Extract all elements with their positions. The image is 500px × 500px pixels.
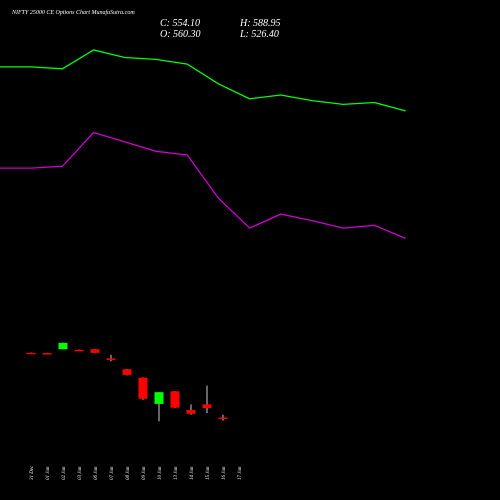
candle [58, 342, 68, 350]
x-tick-label: 08 Jan [126, 466, 131, 480]
candle-body [122, 369, 132, 375]
candle-body [74, 349, 84, 352]
candle [218, 414, 228, 421]
x-tick-label: 13 Jan [174, 466, 179, 480]
x-tick-label: 31 Dec [30, 465, 35, 480]
low-value: L: 526.40 [239, 29, 279, 40]
x-tick-label: 01 Jan [46, 466, 51, 480]
candle-body [186, 410, 196, 414]
x-tick-label: 02 Jan [62, 466, 67, 480]
candle [138, 377, 148, 400]
candle [170, 391, 180, 409]
x-tick-label: 07 Jan [110, 466, 115, 480]
candle [202, 385, 212, 413]
indicator-line-1 [0, 49, 406, 112]
candle [26, 352, 36, 355]
indicator-line-2 [0, 131, 406, 239]
x-tick-label: 15 Jan [206, 466, 211, 480]
x-tick-label: 03 Jan [78, 466, 83, 480]
candle-body [218, 417, 228, 419]
open-value: O: 560.30 [160, 29, 201, 40]
candle [42, 352, 52, 355]
high-value: H: 588.95 [239, 18, 281, 29]
x-tick-label: 06 Jan [94, 466, 99, 480]
candle [90, 348, 100, 354]
candle-body [90, 349, 100, 353]
candle [106, 354, 116, 362]
candle [122, 368, 132, 376]
x-tick-label: 17 Jan [238, 466, 243, 480]
x-tick-label: 16 Jan [222, 466, 227, 480]
close-value: C: 554.10 [160, 18, 200, 29]
candle-body [138, 377, 148, 399]
candle-body [26, 352, 36, 355]
candle-body [106, 358, 116, 360]
x-axis-ticks: 31 Dec 01 Jan 02 Jan 03 Jan 06 Jan 07 Jan 08 J… [30, 465, 243, 480]
candles [26, 342, 228, 422]
x-tick-label: 09 Jan [142, 466, 147, 480]
candle [186, 404, 196, 415]
candle-body [202, 404, 212, 409]
candle-body [170, 391, 180, 408]
x-tick-label: 10 Jan [158, 466, 163, 480]
candle [74, 349, 84, 352]
chart-title: NIFTY 25000 CE Options Chart MunafaSutra… [11, 9, 135, 16]
candle-body [42, 353, 52, 355]
candle-body [58, 342, 68, 350]
indicator-lines [0, 49, 406, 239]
candle [154, 392, 164, 422]
x-tick-label: 14 Jan [190, 466, 195, 480]
candle-body [154, 392, 164, 404]
